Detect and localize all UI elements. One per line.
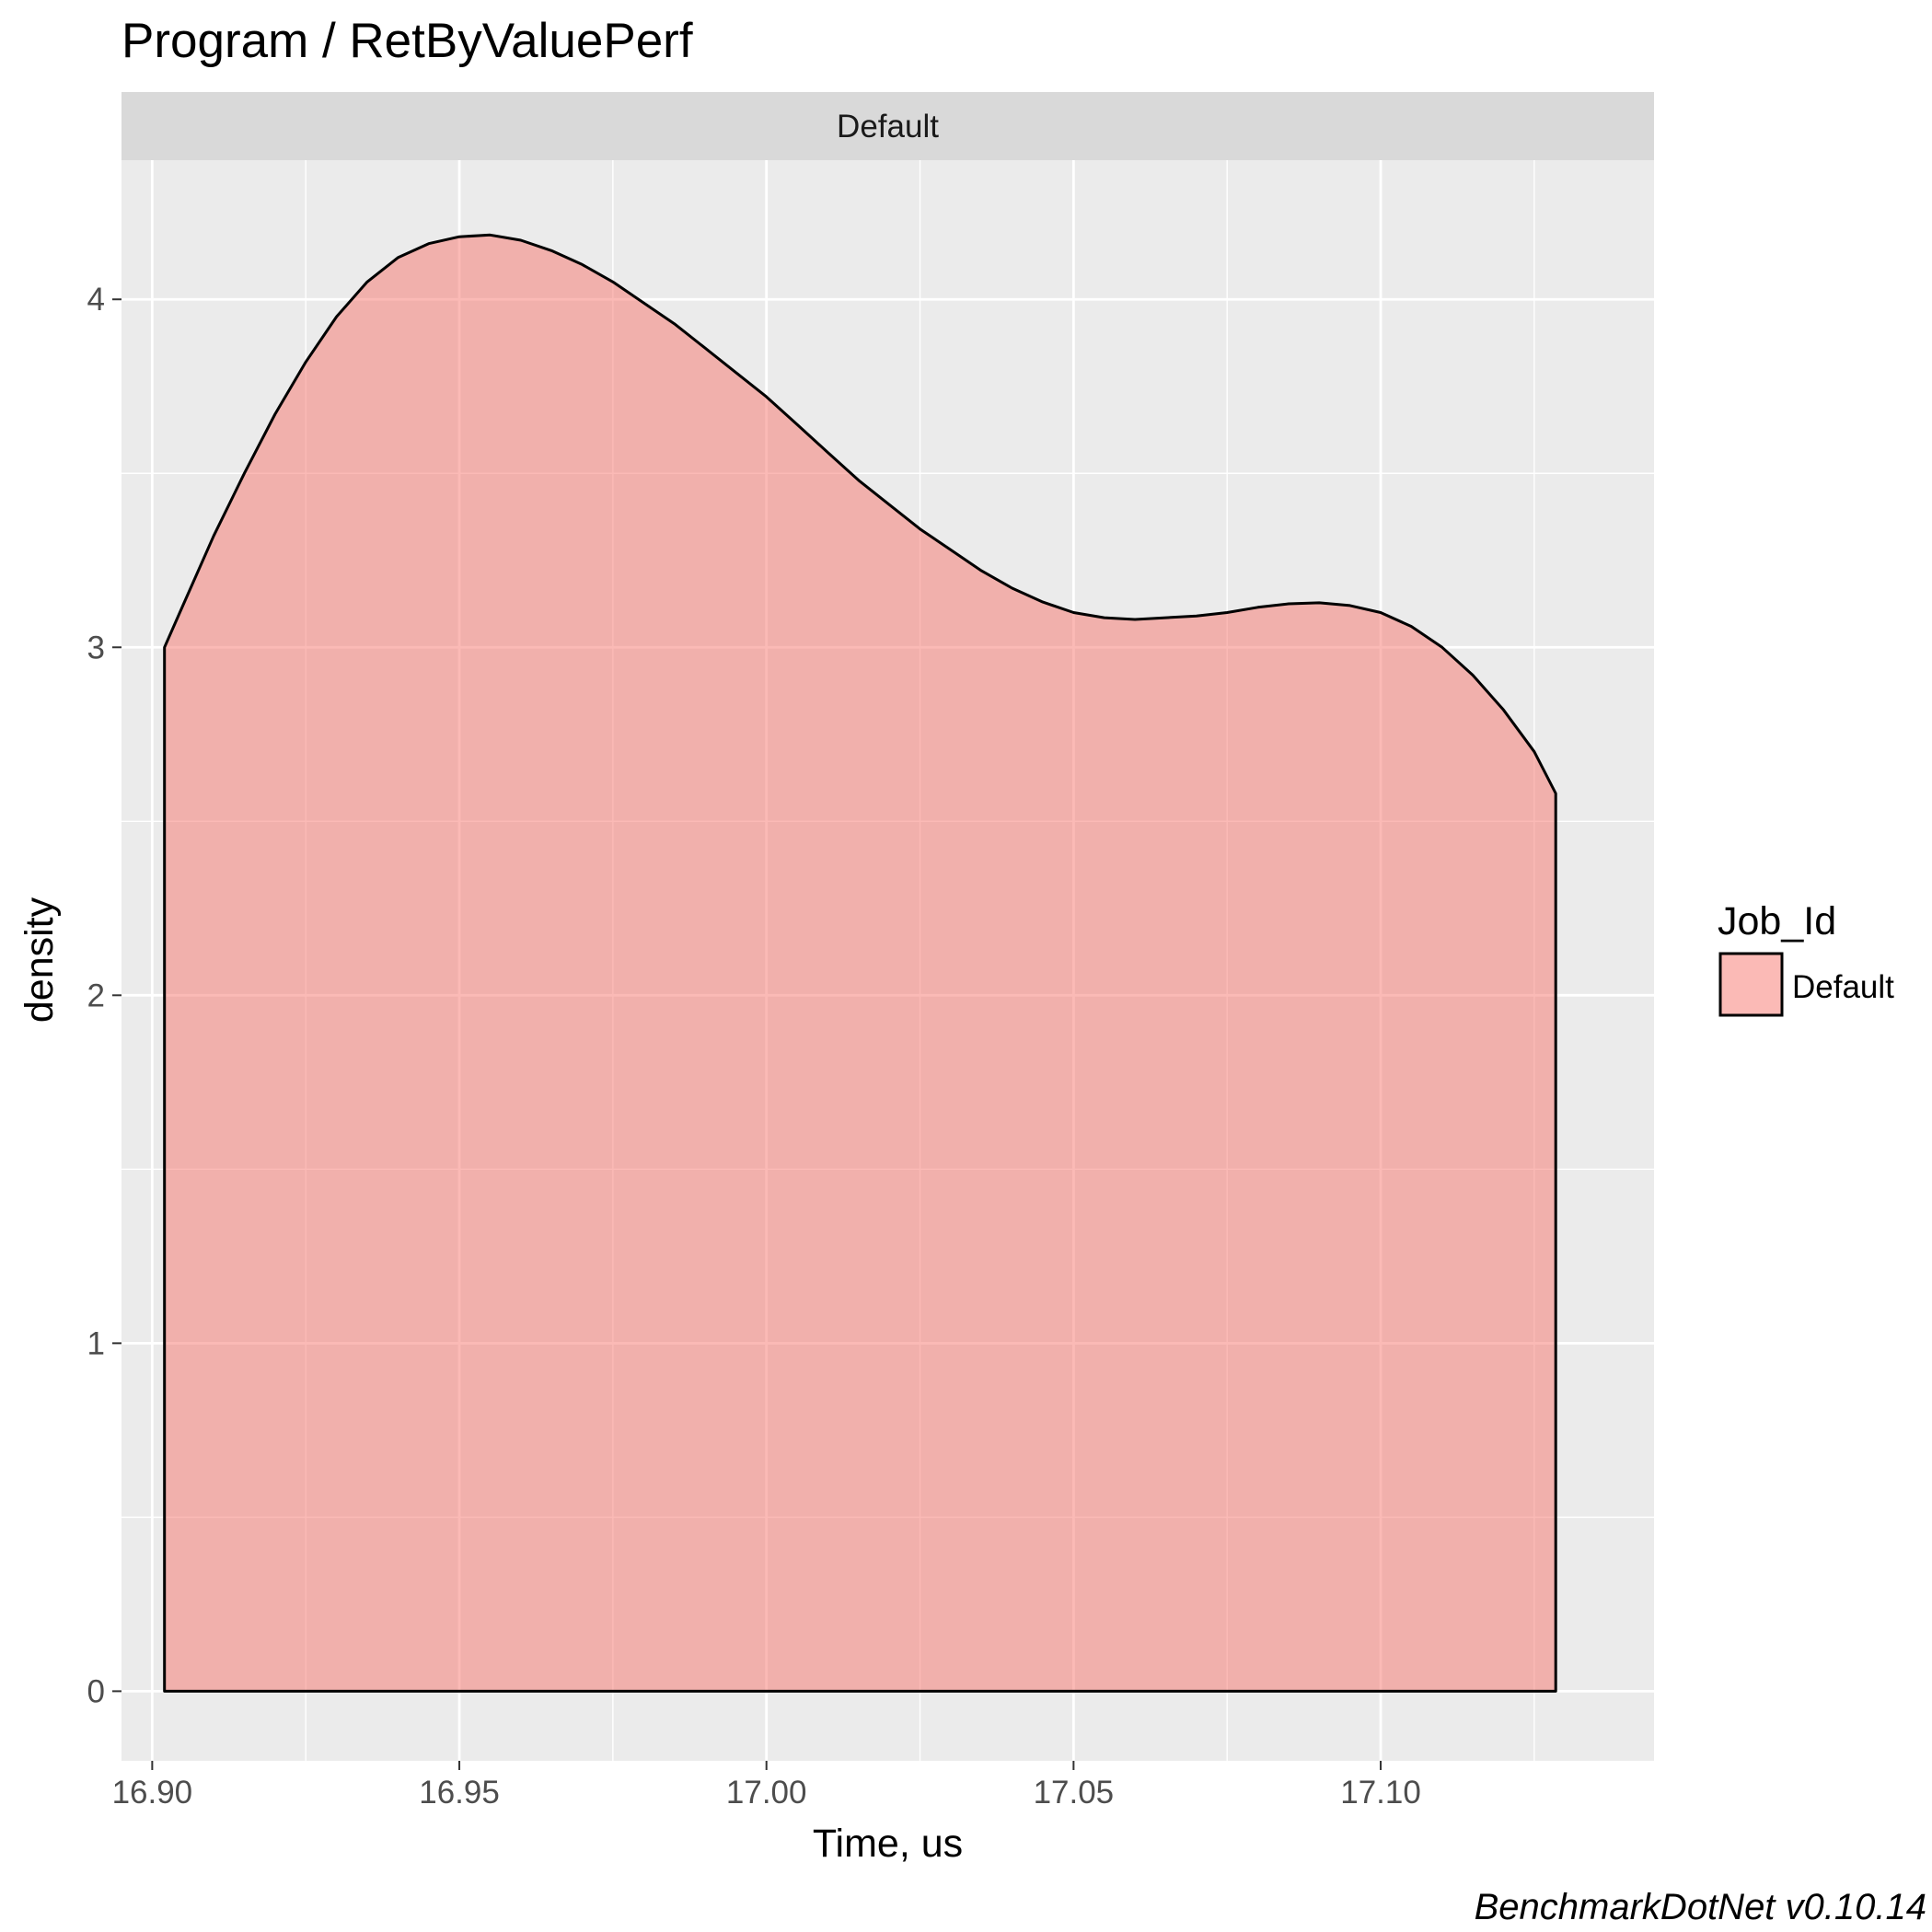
legend-label-default: Default	[1792, 969, 1894, 1005]
axis-ticks	[112, 298, 1382, 1770]
legend-title: Job_Id	[1718, 899, 1836, 943]
x-tick-labels: 16.90 16.95 17.00 17.05 17.10	[112, 1775, 1421, 1811]
density-area-default	[163, 233, 1557, 1693]
y-tick-label: 0	[87, 1673, 105, 1709]
y-axis-title: density	[17, 897, 62, 1023]
chart-title: Program / RetByValuePerf	[121, 14, 693, 68]
facet-strip	[121, 92, 1654, 160]
y-tick-label: 2	[87, 978, 105, 1013]
x-tick-label: 17.10	[1340, 1775, 1421, 1811]
density-series-layer	[163, 233, 1557, 1693]
y-tick-label: 1	[87, 1325, 105, 1361]
x-tick-label: 16.95	[419, 1775, 500, 1811]
y-tick-label: 3	[87, 630, 105, 665]
x-tick-label: 16.90	[112, 1775, 193, 1811]
x-tick-label: 17.00	[726, 1775, 807, 1811]
facet-strip-label: Default	[837, 109, 939, 145]
y-tick-labels: 0 1 2 3 4	[87, 282, 105, 1709]
legend-swatch-default	[1718, 952, 1784, 1017]
x-axis-title: Time, us	[813, 1822, 963, 1866]
legend: Job_Id Default	[1718, 899, 1894, 1017]
chart-caption: BenchmarkDotNet v0.10.14	[1475, 1887, 1926, 1927]
y-tick-label: 4	[87, 282, 105, 318]
x-tick-label: 17.05	[1034, 1775, 1115, 1811]
